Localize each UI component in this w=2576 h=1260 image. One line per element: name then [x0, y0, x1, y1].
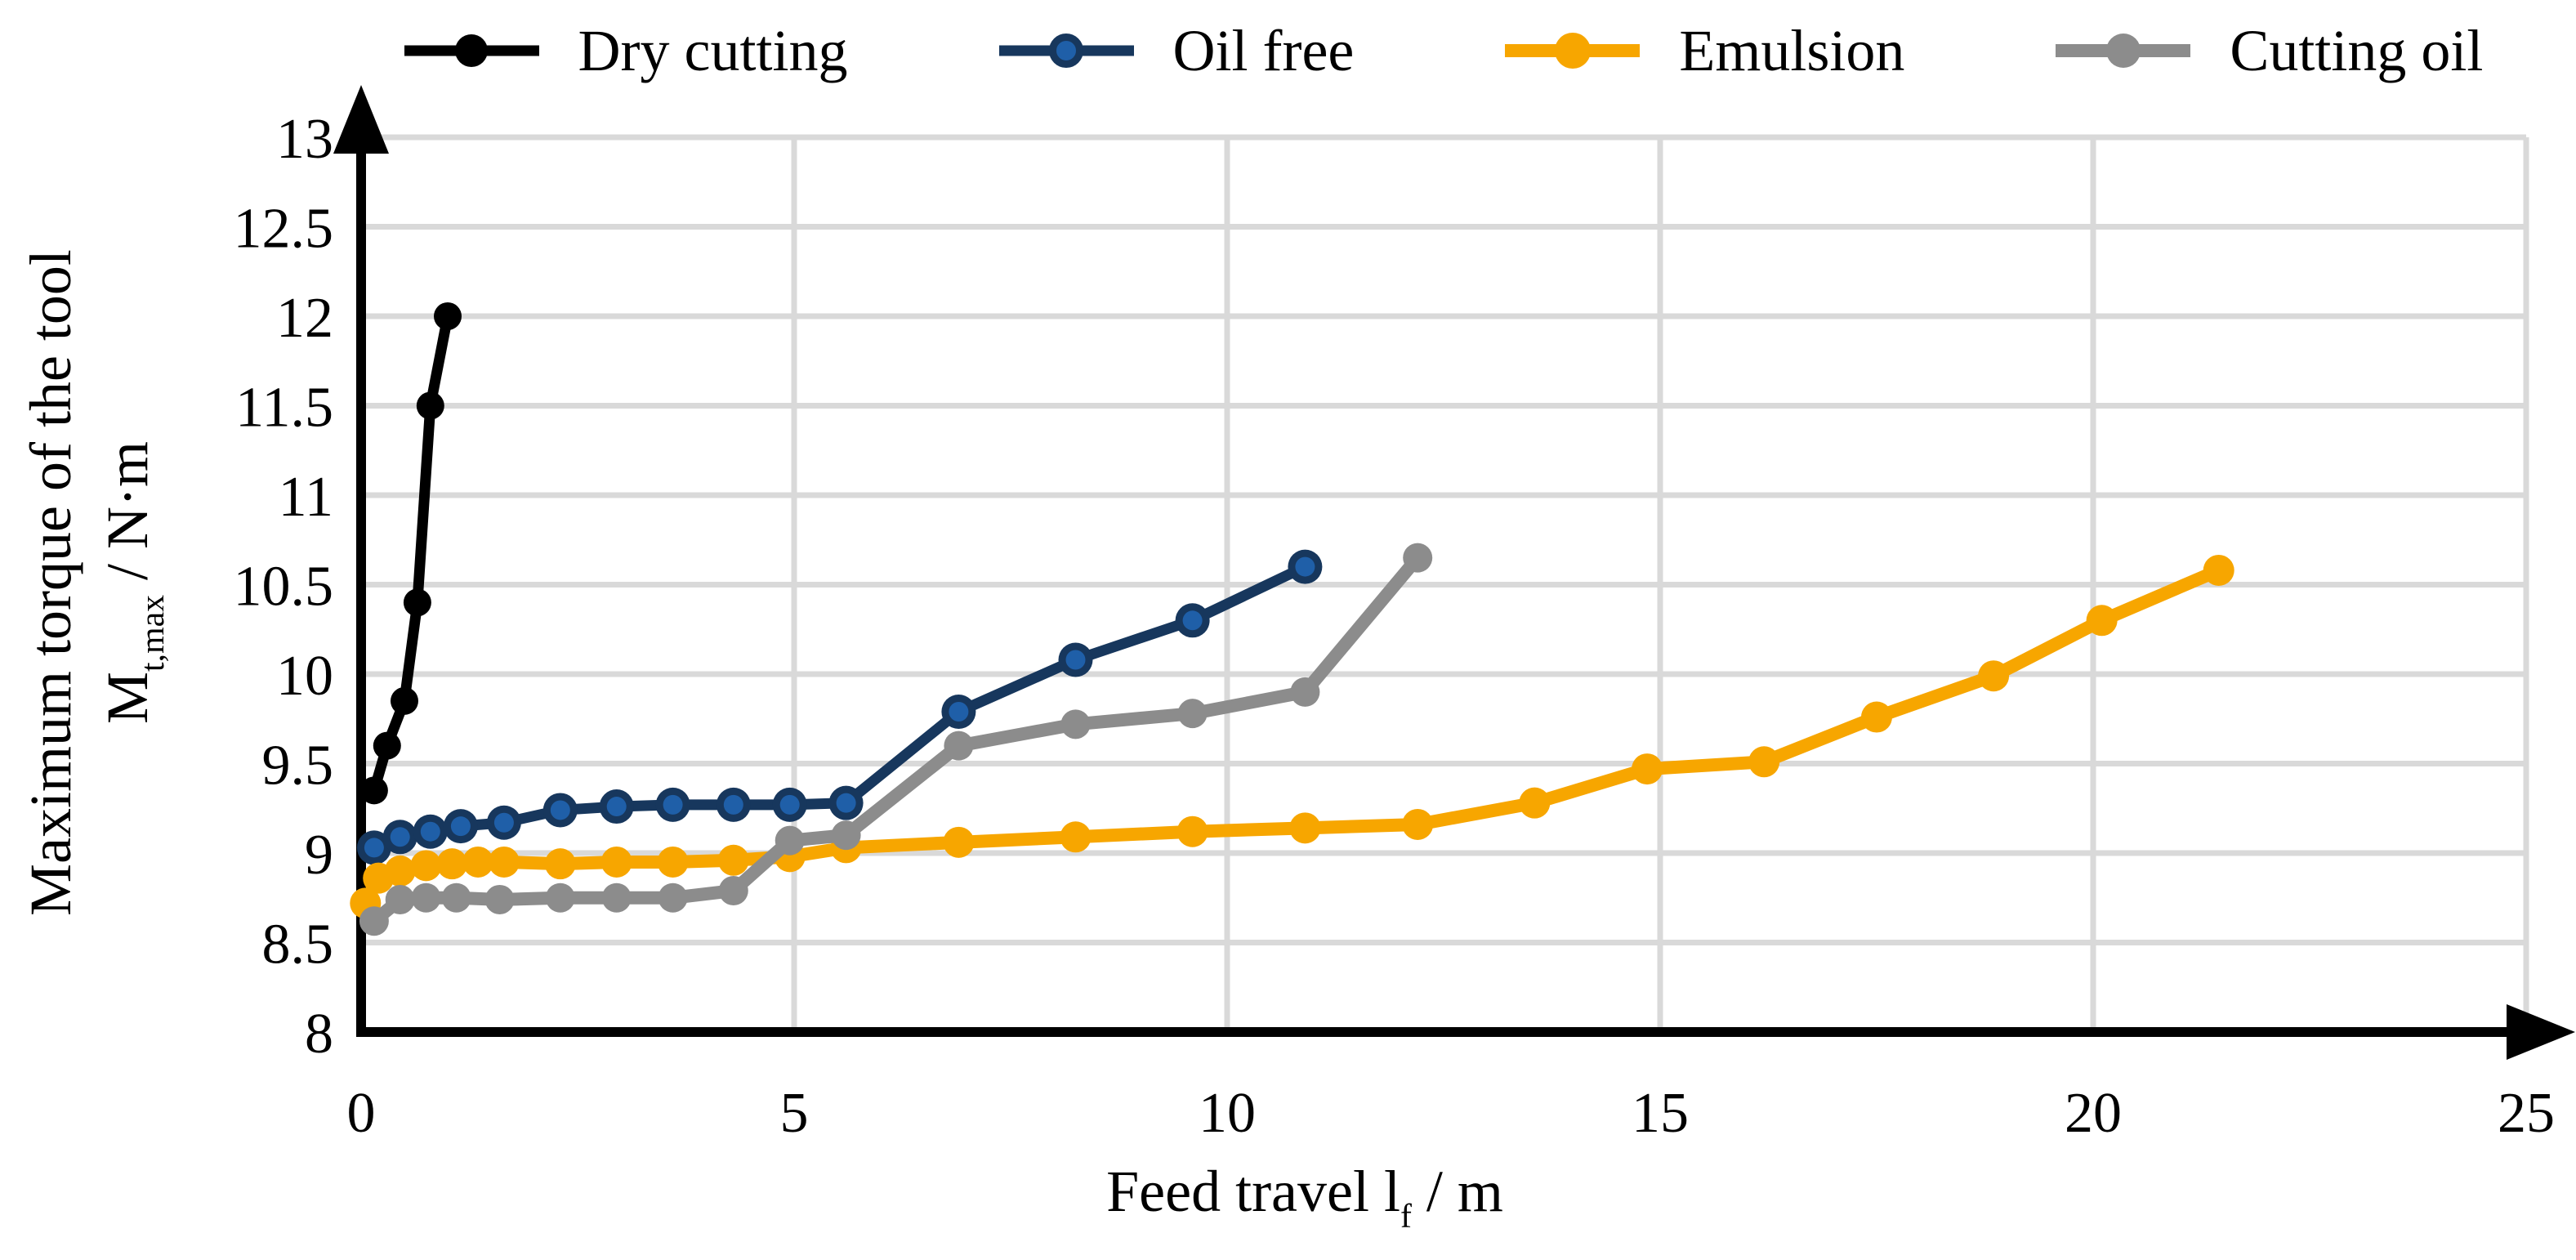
data-point-center	[390, 827, 410, 847]
data-point	[544, 848, 576, 880]
data-point	[944, 731, 974, 761]
data-point	[410, 850, 442, 882]
y-tick-label: 8	[305, 1003, 333, 1066]
data-point	[831, 820, 861, 851]
y-axis-title-line1: Maximum torque of the tool	[18, 249, 83, 916]
data-point	[718, 875, 748, 905]
data-point-center	[493, 812, 514, 833]
data-point	[462, 846, 494, 878]
y-tick-label: 8.5	[262, 914, 334, 976]
emulsion-marker-icon	[1505, 33, 1641, 69]
data-point-center	[779, 794, 800, 815]
data-point	[441, 882, 471, 913]
x-tick-label: 25	[2498, 1082, 2555, 1145]
x-tick-label: 20	[2065, 1082, 2122, 1145]
data-point	[384, 855, 416, 887]
data-point-center	[949, 701, 969, 722]
data-point	[1177, 699, 1208, 729]
x-tick-label: 0	[347, 1082, 376, 1145]
data-point	[436, 848, 468, 880]
x-axis-title: Feed travel lf / m	[1106, 1159, 1503, 1236]
data-point	[1748, 746, 1780, 778]
y-tick-label: 9.5	[262, 735, 334, 798]
data-point	[601, 882, 632, 913]
legend-label: Cutting oil	[2230, 18, 2484, 83]
y-tick-label: 11.5	[235, 377, 333, 440]
data-point	[416, 391, 444, 420]
y-tick-label: 11	[279, 466, 333, 529]
data-point	[403, 588, 431, 617]
data-point-center	[1182, 610, 1203, 631]
cutting-oil-marker-icon	[2056, 33, 2191, 69]
legend-item-dry-cutting: Dry cutting	[404, 21, 848, 80]
data-point	[658, 882, 688, 913]
data-point-center	[836, 793, 856, 813]
data-point	[1060, 709, 1091, 739]
data-point	[1402, 808, 1434, 840]
data-point	[600, 846, 632, 878]
data-point	[545, 882, 575, 913]
data-point	[2203, 554, 2234, 586]
data-point-center	[450, 816, 471, 837]
x-tick-label: 15	[1632, 1082, 1689, 1145]
data-point	[1632, 753, 1663, 785]
data-point-center	[723, 794, 743, 815]
data-point	[657, 846, 689, 878]
y-tick-label: 13	[276, 108, 333, 171]
data-point	[373, 731, 401, 760]
dry-cutting-marker-icon	[404, 33, 539, 69]
y-tick-label: 10.5	[234, 556, 334, 619]
x-axis-arrow-icon	[2507, 1004, 2575, 1060]
data-point	[1289, 812, 1321, 844]
data-point	[484, 884, 515, 914]
legend-item-cutting-oil: Cutting oil	[2056, 21, 2483, 80]
data-point	[359, 776, 388, 805]
data-point	[385, 884, 415, 914]
data-point-center	[550, 800, 570, 820]
series-line-dry-cutting	[368, 315, 453, 793]
data-point-center	[663, 794, 683, 815]
data-point	[943, 826, 975, 858]
data-point	[434, 302, 462, 330]
data-point	[717, 844, 749, 876]
data-point	[1861, 701, 1892, 733]
y-tick-label: 10	[276, 645, 333, 708]
data-point	[391, 686, 418, 715]
data-point-center	[1295, 556, 1315, 577]
data-point-center	[1065, 650, 1086, 670]
legend-label: Dry cutting	[578, 18, 848, 83]
x-tick-label: 5	[780, 1082, 809, 1145]
data-point	[359, 906, 389, 936]
y-tick-label: 12	[276, 287, 333, 350]
data-point	[1176, 815, 1208, 847]
data-point	[2086, 605, 2118, 637]
y-axis-title-line2: Mt,max / N·m	[95, 441, 172, 724]
data-point	[488, 846, 520, 878]
data-point	[1403, 543, 1433, 573]
data-point	[411, 882, 441, 913]
data-point	[1978, 660, 2010, 692]
data-point-center	[420, 821, 440, 842]
x-tick-label: 10	[1199, 1082, 1256, 1145]
legend-label: Emulsion	[1679, 18, 1905, 83]
data-point-center	[364, 838, 384, 858]
legend-item-oil-free: Oil free	[998, 18, 1355, 83]
legend-label: Oil free	[1172, 18, 1355, 83]
y-tick-label: 12.5	[234, 198, 334, 261]
data-point-center	[606, 797, 627, 817]
y-axis-arrow-icon	[333, 85, 389, 154]
data-point	[1519, 787, 1551, 819]
data-point	[1290, 677, 1320, 707]
legend-item-emulsion: Emulsion	[1505, 21, 1904, 80]
oil-free-marker-icon	[998, 33, 1134, 69]
data-point	[775, 825, 805, 856]
series-line-cutting-oil	[369, 553, 1423, 927]
y-tick-label: 9	[305, 824, 333, 887]
data-point	[1060, 821, 1092, 853]
chart-legend: Dry cutting Oil free Emulsion Cutting oi…	[361, 11, 2526, 90]
